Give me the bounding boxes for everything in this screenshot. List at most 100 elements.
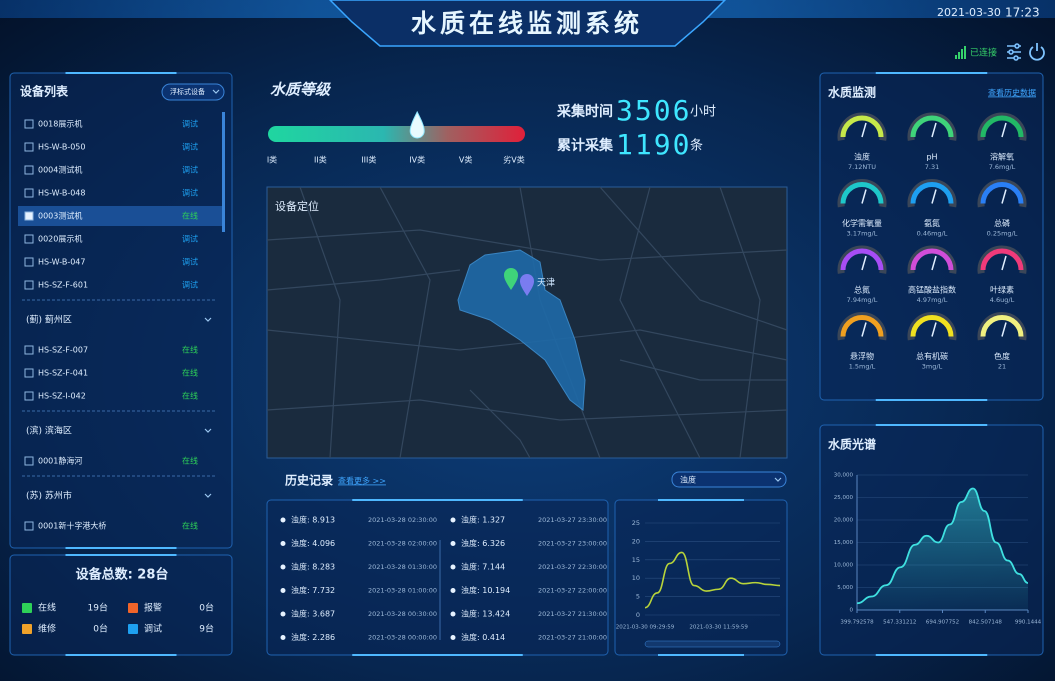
checkbox[interactable] — [24, 142, 34, 152]
stat-unit: 条 — [690, 138, 703, 154]
stat-label: 采集时间 — [556, 103, 613, 120]
record-reading: 浊度: 3.687 — [291, 609, 335, 619]
record-time: 2021-03-27 22:30:00 — [538, 563, 607, 571]
checkbox[interactable] — [24, 456, 34, 466]
gauge-needle — [1001, 255, 1007, 271]
x-tick-label: 399.792578 — [840, 620, 874, 626]
filter-dropdown[interactable] — [161, 83, 225, 101]
device-status: 在线 — [182, 345, 198, 355]
gauge-arc — [980, 182, 1024, 204]
grade-bar — [268, 126, 525, 142]
legend-name: 调试 — [144, 623, 162, 635]
panel-title: 水质监测 — [828, 85, 876, 100]
checkbox[interactable] — [24, 211, 34, 221]
stat-value: 3506 — [616, 94, 691, 127]
device-status: 在线 — [182, 391, 198, 401]
map-region — [457, 249, 586, 411]
checkbox[interactable] — [24, 391, 34, 401]
record-time: 2021-03-28 02:30:00 — [368, 516, 437, 524]
device-status: 调试 — [182, 165, 198, 175]
checkbox[interactable] — [24, 165, 34, 175]
y-tick-label: 15 — [632, 556, 640, 564]
record-time: 2021-03-28 02:00:00 — [368, 540, 437, 548]
gauge-needle — [931, 122, 937, 138]
legend-swatch — [128, 603, 138, 613]
y-tick-label: 5 — [636, 593, 640, 601]
record-reading: 浊度: 0.414 — [461, 632, 505, 642]
device-name: 0020展示机 — [38, 234, 82, 244]
device-status: 调试 — [182, 234, 198, 244]
gauge-name: 化学需氧量 — [842, 218, 882, 228]
map-road — [619, 186, 701, 459]
gauge-name: 浊度 — [854, 152, 870, 162]
record-reading: 浊度: 2.286 — [291, 632, 335, 642]
connection-status: 已连接 — [970, 47, 997, 59]
y-tick-label: 10,000 — [834, 563, 854, 569]
checkbox[interactable] — [24, 521, 34, 531]
map-pin[interactable] — [520, 274, 534, 296]
trend-line — [644, 551, 781, 609]
map-road — [379, 186, 431, 459]
x-tick-label: 2021-03-30 09:29:59 — [616, 625, 675, 631]
checkbox[interactable] — [24, 368, 34, 378]
device-name: HS-SZ-F-007 — [38, 346, 88, 355]
group-name[interactable]: (蓟) 蓟州区 — [26, 314, 72, 326]
gauge-reading: 0.25mg/L — [987, 230, 1018, 238]
signal-icon — [955, 46, 966, 59]
group-name[interactable]: (滨) 滨海区 — [26, 425, 72, 437]
map-pin[interactable] — [504, 268, 518, 290]
checkbox[interactable] — [24, 280, 34, 290]
record-bullet — [280, 611, 286, 617]
group-name[interactable]: (苏) 苏州市 — [26, 490, 72, 502]
more-link[interactable]: 查看历史数据 — [988, 88, 1036, 98]
panel-title: 设备列表 — [20, 84, 69, 99]
grade-marker — [409, 110, 425, 139]
gauge-arc — [980, 248, 1024, 271]
record-bullet — [280, 541, 286, 546]
x-tick-label: 990.1444 — [1015, 620, 1042, 626]
title-banner — [328, 0, 727, 47]
checkbox[interactable] — [24, 119, 34, 129]
gauge-name: 悬浮物 — [850, 351, 874, 361]
map-road — [266, 269, 461, 291]
scroll-track[interactable] — [644, 640, 781, 648]
chevron — [212, 89, 220, 94]
more-link[interactable]: 查看更多 >> — [338, 476, 386, 486]
record-reading: 浊度: 8.283 — [291, 562, 335, 572]
y-tick-label: 30,000 — [834, 473, 854, 479]
spectrum-line — [856, 487, 1029, 605]
device-status: 调试 — [182, 257, 198, 267]
gauge-reading: 4.6ug/L — [990, 296, 1015, 304]
gauge-reading: 0.46mg/L — [917, 230, 948, 238]
section-title: 历史记录 — [285, 473, 333, 488]
gauge-needle — [1001, 189, 1007, 204]
legend-count: 0台 — [199, 602, 214, 614]
device-status: 在线 — [182, 211, 198, 221]
device-status: 调试 — [182, 188, 198, 198]
gauge-needle — [931, 255, 937, 271]
settings-icon[interactable] — [1007, 43, 1021, 61]
legend-swatch — [128, 624, 138, 634]
map-road — [619, 359, 787, 381]
record-bullet — [280, 588, 286, 593]
legend-count: 0台 — [93, 623, 108, 635]
record-bullet — [280, 635, 286, 640]
checkbox[interactable] — [24, 234, 34, 244]
power-icon[interactable] — [1029, 43, 1045, 61]
device-status: 调试 — [182, 142, 198, 152]
device-status: 调试 — [182, 280, 198, 290]
stat-value: 1190 — [616, 128, 691, 161]
stat-unit: 小时 — [690, 105, 716, 120]
checkbox[interactable] — [24, 345, 34, 355]
gauge-reading: 4.97mg/L — [917, 296, 948, 304]
legend-name: 维修 — [38, 623, 56, 635]
parameter-value: 浊度 — [680, 475, 696, 485]
gauge-needle — [861, 322, 867, 337]
parameter-dropdown[interactable] — [671, 471, 787, 488]
checkbox[interactable] — [24, 257, 34, 267]
record-reading: 浊度: 8.913 — [291, 515, 335, 525]
device-name: 0018展示机 — [38, 119, 82, 129]
checkbox[interactable] — [24, 188, 34, 198]
record-time: 2021-03-28 00:30:00 — [368, 610, 437, 618]
